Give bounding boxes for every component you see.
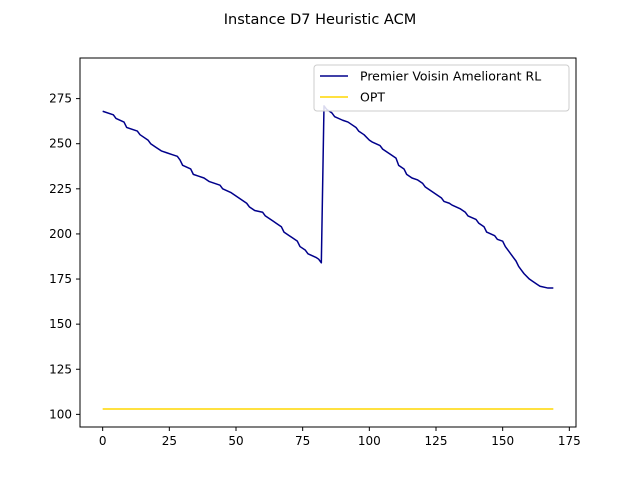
series-layer (102, 105, 554, 410)
legend: Premier Voisin Ameliorant RL OPT (313, 64, 570, 112)
y-axis: 100 125 150 175 200 225 250 275 (49, 92, 80, 421)
y-tick-label: 250 (49, 137, 72, 151)
plot-area (79, 57, 577, 428)
x-tick-label: 150 (491, 434, 514, 448)
chart-title: Instance D7 Heuristic ACM (224, 12, 416, 28)
y-tick-label: 275 (49, 92, 72, 106)
legend-label: Premier Voisin Ameliorant RL (360, 69, 541, 84)
x-tick-label: 0 (99, 434, 107, 448)
x-axis: 0 25 50 75 100 125 150 175 (99, 427, 581, 448)
series-line-0 (102, 105, 554, 289)
y-tick-label: 150 (49, 317, 72, 331)
y-tick-label: 225 (49, 182, 72, 196)
x-tick-label: 75 (295, 434, 310, 448)
y-tick-label: 175 (49, 272, 72, 286)
y-tick-label: 100 (49, 407, 72, 421)
legend-label: OPT (360, 90, 385, 105)
x-tick-label: 125 (425, 434, 448, 448)
legend-box (313, 64, 570, 112)
x-tick-label: 25 (162, 434, 177, 448)
y-tick-label: 125 (49, 362, 72, 376)
x-tick-label: 50 (228, 434, 243, 448)
x-tick-label: 175 (558, 434, 581, 448)
y-tick-label: 200 (49, 227, 72, 241)
x-tick-label: 100 (358, 434, 381, 448)
